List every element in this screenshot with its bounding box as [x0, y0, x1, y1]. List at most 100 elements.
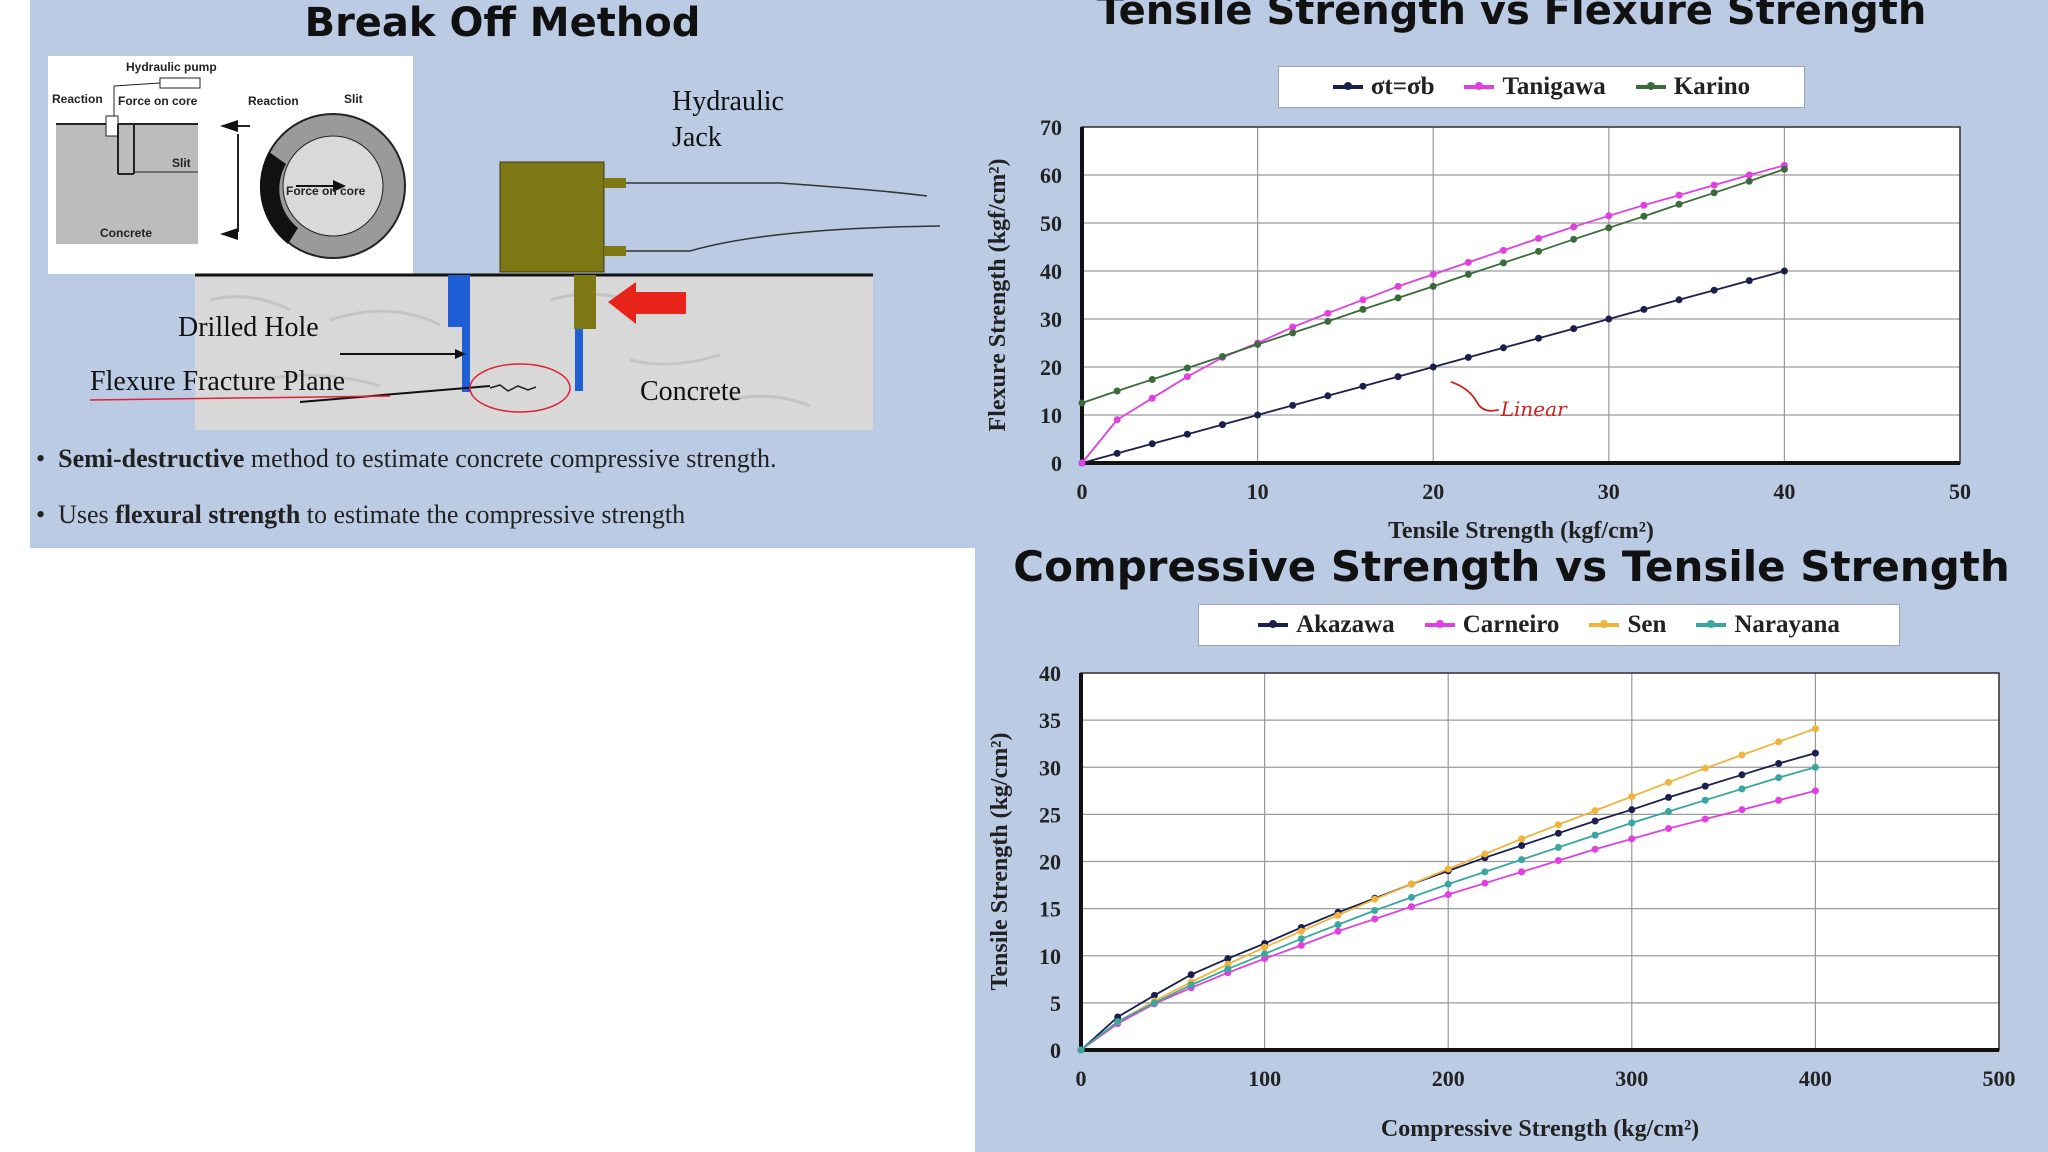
data-point: [1324, 392, 1332, 400]
y-tick-label: 10: [1040, 403, 1062, 428]
x-tick-label: 400: [1799, 1066, 1832, 1091]
inset-reaction-right-label: Reaction: [248, 94, 299, 108]
data-point: [1359, 305, 1367, 313]
data-point: [1554, 843, 1562, 851]
data-point: [1481, 850, 1489, 858]
bullet-1-text: method to estimate concrete compressive …: [244, 444, 777, 473]
data-point: [1359, 382, 1367, 390]
data-point: [1675, 191, 1683, 199]
data-point: [1535, 247, 1543, 255]
data-point: [1518, 835, 1526, 843]
data-point: [1394, 294, 1402, 302]
data-point: [1775, 738, 1783, 746]
y-axis-title: Flexure Strength (kgf/cm²): [985, 159, 1011, 432]
data-point: [1811, 787, 1819, 795]
data-point: [1811, 763, 1819, 771]
data-point: [1738, 771, 1746, 779]
data-point: [1394, 373, 1402, 381]
legend-item: σt=σb: [1332, 73, 1435, 101]
data-point: [1187, 971, 1195, 979]
y-tick-label: 5: [1050, 991, 1061, 1016]
concrete-block: [195, 275, 873, 430]
data-point: [1591, 845, 1599, 853]
data-point: [1334, 927, 1342, 935]
x-tick-label: 20: [1422, 479, 1444, 504]
data-point: [1710, 181, 1718, 189]
data-point: [1371, 915, 1379, 923]
tensile-flexure-chart: 0 10 20 30 40 50 0 10 20 30 40 50 60 70 Tensile Streng…: [985, 115, 1971, 544]
data-point: [1183, 373, 1191, 381]
y-tick-label: 0: [1050, 1038, 1061, 1063]
data-point: [1640, 201, 1648, 209]
compressive-vs-tensile-slide: Compressive Strength vs Tensile Strength…: [975, 548, 2048, 1152]
chart-title: Tensile Strength vs Flexure Strength: [1096, 0, 1927, 34]
data-point: [1187, 981, 1195, 989]
y-tick-label: 20: [1040, 355, 1062, 380]
data-point: [1334, 911, 1342, 919]
break-off-slide: Break Off Method Hydraulic pump Reaction…: [30, 0, 975, 548]
data-point: [1628, 819, 1636, 827]
inset-hydraulic-pump-label: Hydraulic pump: [126, 60, 217, 74]
slide-title: Break Off Method: [304, 0, 701, 46]
data-point: [1261, 943, 1269, 951]
data-point: [1518, 856, 1526, 864]
legend-label: Narayana: [1734, 611, 1840, 638]
data-point: [1148, 440, 1156, 448]
data-point: [1780, 165, 1788, 173]
data-point: [1665, 825, 1673, 833]
x-axis-title: Compressive Strength (kg/cm²): [1381, 1116, 1699, 1142]
legend-swatch: [1696, 620, 1727, 628]
data-point: [1675, 296, 1683, 304]
bullet-2-bold: flexural strength: [115, 500, 301, 529]
flexure-fracture-plane-label: Flexure Fracture Plane: [90, 366, 346, 397]
y-tick-label: 40: [1039, 661, 1061, 686]
x-tick-label: 200: [1432, 1066, 1465, 1091]
data-point: [1078, 459, 1086, 467]
data-point: [1518, 841, 1526, 849]
data-point: [1554, 829, 1562, 837]
data-point: [1591, 831, 1599, 839]
data-point: [1811, 749, 1819, 757]
data-point: [1535, 334, 1543, 342]
data-point: [1605, 212, 1613, 220]
inset-slit-top-label: Slit: [344, 92, 363, 106]
data-point: [1113, 449, 1121, 457]
data-point: [1407, 893, 1415, 901]
drilled-hole-label: Drilled Hole: [178, 312, 319, 343]
hydraulic-jack-label-line2: Jack: [672, 122, 722, 153]
data-point: [1701, 815, 1709, 823]
data-point: [1591, 817, 1599, 825]
data-point: [1675, 200, 1683, 208]
inset-drawing: [56, 77, 406, 259]
legend-item: Tanigawa: [1464, 73, 1606, 101]
legend-label: Akazawa: [1296, 611, 1395, 638]
y-tick-label: 10: [1039, 944, 1061, 969]
data-point: [1605, 224, 1613, 232]
x-tick-label: 30: [1598, 479, 1620, 504]
y-axis-title: Tensile Strength (kg/cm²): [987, 733, 1013, 991]
legend-swatch: [1424, 620, 1455, 628]
hydraulic-jack-label-line1: Hydraulic: [672, 86, 784, 117]
legend-label: σt=σb: [1370, 73, 1435, 100]
inset-slit-left-label: Slit: [172, 156, 191, 170]
data-point: [1499, 246, 1507, 254]
data-point: [1570, 235, 1578, 243]
annotation-stroke: [1450, 380, 1499, 412]
data-point: [1665, 793, 1673, 801]
data-point: [1464, 353, 1472, 361]
data-point: [1371, 907, 1379, 915]
legend-label: Carneiro: [1462, 611, 1560, 638]
data-point: [1701, 796, 1709, 804]
x-tick-label: 10: [1247, 479, 1269, 504]
legend-item: Carneiro: [1424, 611, 1560, 639]
data-point: [1738, 806, 1746, 814]
break-off-inset-diagram: Hydraulic pump Reaction Force on core Re…: [48, 56, 413, 274]
y-tick-label: 30: [1039, 755, 1061, 780]
data-point: [1429, 282, 1437, 290]
chart-title: Compressive Strength vs Tensile Strength: [1013, 548, 2010, 591]
y-tick-label: 35: [1039, 708, 1061, 733]
data-point: [1775, 774, 1783, 782]
data-point: [1254, 340, 1262, 348]
y-tick-label: 60: [1040, 163, 1062, 188]
data-point: [1701, 764, 1709, 772]
